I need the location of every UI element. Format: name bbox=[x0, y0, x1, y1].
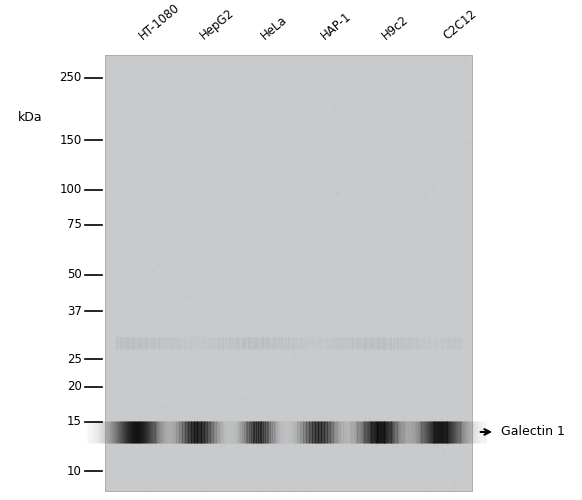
Text: C2C12: C2C12 bbox=[441, 7, 479, 42]
Text: 75: 75 bbox=[67, 218, 81, 232]
Text: 150: 150 bbox=[59, 134, 81, 146]
Text: 250: 250 bbox=[59, 72, 81, 85]
Text: 37: 37 bbox=[67, 305, 81, 318]
Text: Galectin 1: Galectin 1 bbox=[501, 426, 565, 438]
Text: HT-1080: HT-1080 bbox=[136, 0, 182, 42]
Text: HepG2: HepG2 bbox=[197, 6, 236, 42]
FancyBboxPatch shape bbox=[105, 56, 472, 491]
Text: H9c2: H9c2 bbox=[379, 12, 411, 42]
Text: 20: 20 bbox=[67, 380, 81, 393]
Text: HAP-1: HAP-1 bbox=[319, 9, 354, 42]
Text: 25: 25 bbox=[67, 353, 81, 366]
Text: 10: 10 bbox=[67, 465, 81, 478]
Text: kDa: kDa bbox=[18, 112, 42, 124]
Text: 15: 15 bbox=[67, 416, 81, 428]
Text: 100: 100 bbox=[59, 184, 81, 196]
Text: HeLa: HeLa bbox=[258, 13, 289, 42]
Text: 50: 50 bbox=[67, 268, 81, 281]
